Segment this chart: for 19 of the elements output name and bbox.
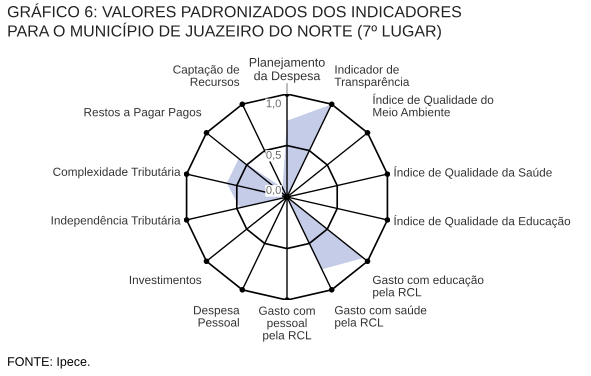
source-note: FONTE: Ipece. (8, 357, 90, 368)
spoke-label: Investimentos (130, 275, 202, 284)
spoke-label: Indicador de Transparência (334, 65, 410, 88)
spoke-label: Índice de Qualidade do Meio Ambiente (373, 94, 494, 116)
spoke-label: Captação de Recursos (173, 65, 240, 86)
spoke-label: Restos a Pagar Pagos (84, 108, 202, 119)
spoke-label: Gasto com pessoal pela RCL (259, 306, 315, 342)
spoke-label: Gasto com saúde pela RCL (334, 306, 426, 329)
spoke-label: Gasto com educação pela RCL (372, 275, 484, 299)
y-tick-label: 1,0 (266, 99, 281, 109)
spoke-label: Índice de Qualidade da Educação (394, 214, 570, 228)
spoke-label: Planejamento da Despesa (250, 58, 325, 83)
spoke-label: Complexidade Tributária (53, 167, 181, 178)
spoke-label: Despesa Pessoal (194, 306, 240, 327)
spoke-label: Independência Tributária (52, 216, 181, 227)
y-tick-label: 0,0 (266, 186, 281, 196)
y-tick-label: 0,5 (266, 150, 281, 160)
chart-title: GRÁFICO 6: VALORES PADRONIZADOS DOS INDICADORES PARA O MUNICÍPIO DE JUAZEIRO DO NORTE (7º LUGAR) (8, 3, 462, 40)
spoke-label: Índice de Qualidade da Saúde (394, 166, 552, 179)
